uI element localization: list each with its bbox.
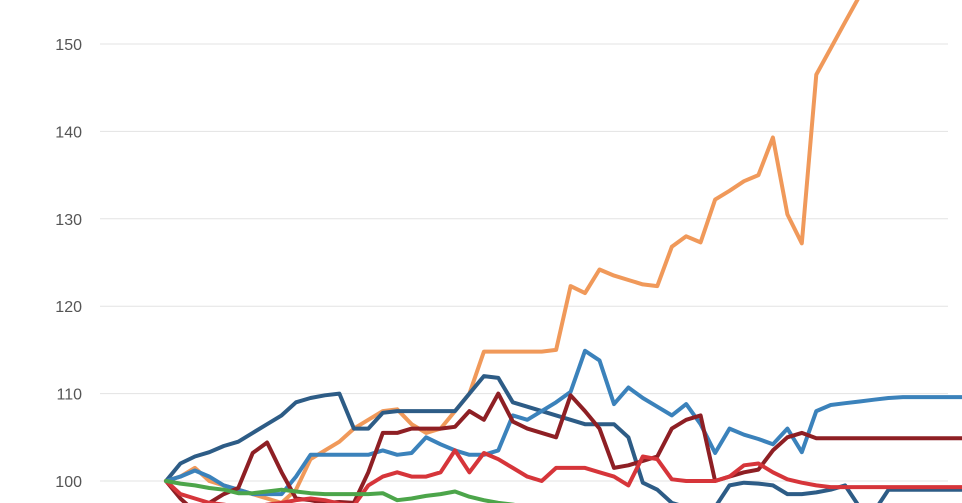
gridlines [100,43,948,482]
y-tick-label: 110 [56,387,82,404]
series-line-5 [164,448,962,503]
y-tick-label: 150 [55,37,82,54]
series-line-2 [164,374,962,503]
series-line-3 [164,348,962,497]
series-line-1 [164,0,860,503]
y-tick-label: 140 [55,124,82,141]
y-tick-label: 130 [55,212,82,229]
y-tick-label: 100 [55,474,82,491]
series-lines [164,0,962,503]
series-line-6 [164,479,516,503]
y-tick-label: 120 [55,299,82,316]
y-axis-tick-labels: 100 110 120 130 140 150 [55,37,82,491]
